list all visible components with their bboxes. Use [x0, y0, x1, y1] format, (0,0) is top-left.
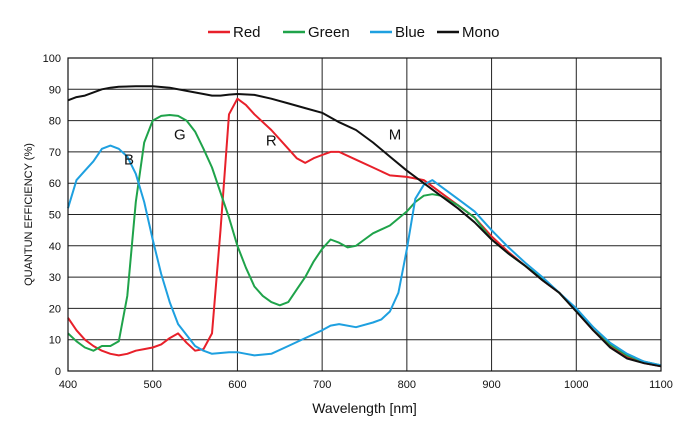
curve-label: R [266, 133, 277, 150]
legend: Red Green Blue Mono [208, 24, 500, 41]
y-tick-label: 50 [49, 210, 61, 222]
series-line-green [67, 114, 662, 367]
y-tick-label: 0 [55, 366, 61, 378]
y-tick-label: 100 [43, 53, 61, 65]
y-tick-label: 10 [49, 335, 61, 347]
x-tick-label: 600 [228, 379, 246, 391]
x-tick-label: 1000 [564, 379, 588, 391]
x-tick-label: 700 [313, 379, 331, 391]
annotation-layer: B G R M [124, 126, 401, 168]
curve-label: M [389, 126, 402, 143]
y-tick-label: 60 [49, 178, 61, 190]
legend-label-blue: Blue [395, 24, 425, 41]
y-tick-label: 90 [49, 84, 61, 96]
legend-label-red: Red [233, 24, 261, 41]
y-axis-label: QUANTUN EFFICIENCY (%) [23, 143, 35, 286]
series-layer [67, 85, 662, 368]
x-tick-label: 900 [482, 379, 500, 391]
x-tick-label: 400 [59, 379, 77, 391]
y-tick-label: 40 [49, 241, 61, 253]
y-tick-label: 80 [49, 116, 61, 128]
x-tick-label: 800 [398, 379, 416, 391]
y-axis-ticks: 0 10 20 30 40 50 60 70 80 90 100 [43, 53, 61, 378]
curve-label: G [174, 126, 186, 143]
y-tick-label: 70 [49, 147, 61, 159]
legend-label-green: Green [308, 24, 350, 41]
y-tick-label: 20 [49, 303, 61, 315]
series-line-red [67, 97, 662, 368]
x-axis-ticks: 400 500 600 700 800 900 1000 1100 [59, 379, 673, 391]
series-line-mono [67, 85, 662, 368]
series-line-blue [67, 144, 662, 367]
x-axis-label: Wavelength [nm] [312, 400, 417, 416]
x-tick-label: 500 [144, 379, 162, 391]
legend-label-mono: Mono [462, 24, 500, 41]
curve-label: B [124, 151, 134, 168]
y-tick-label: 30 [49, 272, 61, 284]
plot-frame [67, 57, 662, 372]
x-tick-label: 1100 [649, 379, 673, 391]
